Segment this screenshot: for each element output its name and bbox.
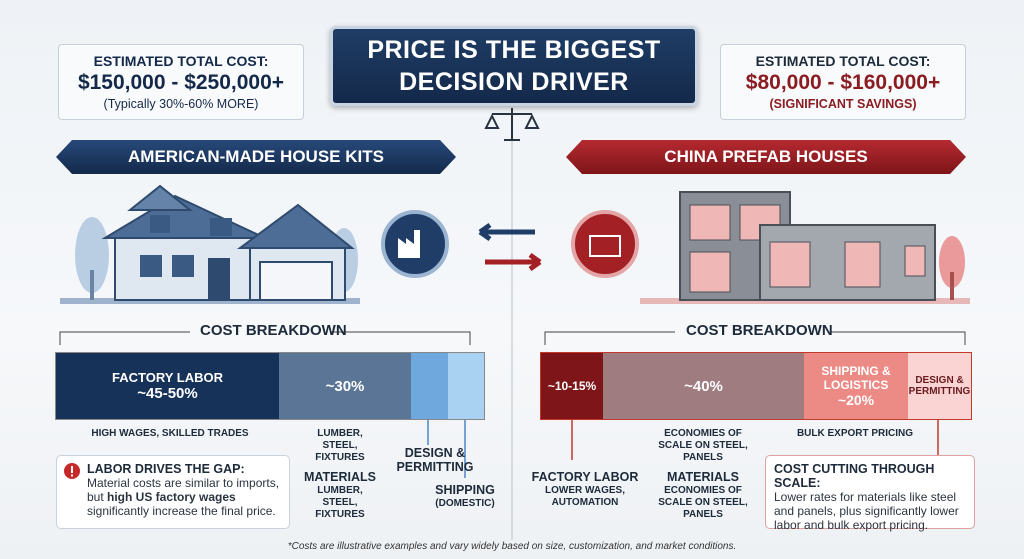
caption: ECONOMIES OF SCALE ON STEEL, PANELS: [658, 428, 748, 463]
factory-glyph: [398, 230, 420, 258]
leaders: [427, 418, 466, 478]
segment: SHIPPING & LOGISTICS ~20%: [804, 353, 908, 419]
caption: LUMBER, STEEL, FIXTURES: [315, 428, 365, 463]
caption: FACTORY LABOR: [531, 470, 639, 484]
note-box: COST CUTTING THROUGH SCALE: Lower rates …: [765, 455, 975, 532]
note-box: LABOR DRIVES THE GAP: Material costs are…: [56, 455, 290, 529]
cost-value: $150,000 - $250,000+: [77, 71, 285, 94]
cost-box: ESTIMATED TOTAL COST: $150,000 - $250,00…: [58, 44, 304, 120]
container-glyph: [589, 235, 621, 257]
segment: ~10-15%: [541, 353, 603, 419]
arrow-right: [485, 252, 542, 272]
container-icon: [571, 210, 639, 278]
segment-value: ~20%: [837, 392, 875, 408]
caption: MATERIALS: [304, 470, 376, 484]
segment-label: DESIGN & PERMITTING: [908, 375, 971, 397]
caption: ECONOMIES OF SCALE ON STEEL, PANELS: [658, 485, 748, 520]
arrow-left: [478, 222, 535, 242]
cost-note: (SIGNIFICANT SAVINGS): [769, 97, 917, 111]
segment-value: ~40%: [684, 377, 723, 395]
cost-label: ESTIMATED TOTAL COST:: [755, 53, 931, 69]
title: PRICE IS THE BIGGEST DECISION DRIVER: [330, 26, 698, 106]
caption: LUMBER, STEEL, FIXTURES: [315, 485, 365, 520]
cost-note: (Typically 30%-60% MORE): [103, 97, 259, 111]
caption: DESIGN & PERMITTING: [396, 446, 474, 474]
segment: [411, 353, 448, 419]
prefab-house: [640, 191, 970, 304]
segment-value: ~45-50%: [137, 385, 198, 402]
note-title: LABOR DRIVES THE GAP:: [87, 462, 245, 476]
note-text: Material costs are similar to imports, b…: [87, 476, 280, 504]
segment-value: ~30%: [325, 377, 365, 395]
footnote: *Costs are illustrative examples and var…: [287, 541, 737, 552]
cost-label: ESTIMATED TOTAL COST:: [93, 53, 269, 69]
caption: HIGH WAGES, SKILLED TRADES: [91, 428, 249, 439]
segment-label: FACTORY LABOR: [112, 370, 223, 385]
caption: MATERIALS: [667, 470, 739, 484]
cost-box: ESTIMATED TOTAL COST: $80,000 - $160,000…: [720, 44, 966, 120]
caption: LOWER WAGES, AUTOMATION: [545, 485, 625, 508]
caption: SHIPPING: [435, 483, 495, 497]
segment-value: ~10-15%: [547, 379, 597, 393]
segment-label: SHIPPING & LOGISTICS: [821, 364, 891, 392]
heading-banner: AMERICAN-MADE HOUSE KITS: [56, 140, 456, 174]
note-title: COST CUTTING THROUGH SCALE:: [774, 462, 935, 490]
note-emphasis: high US factory wages: [107, 490, 236, 504]
scale-icon: [484, 108, 540, 141]
leaders: [571, 418, 939, 460]
heading-banner: CHINA PREFAB HOUSES: [566, 140, 966, 174]
segment: ~30%: [279, 353, 411, 419]
segment: ~40%: [603, 353, 804, 419]
caption: (DOMESTIC): [435, 498, 495, 509]
us-house: [60, 184, 360, 304]
caption: BULK EXPORT PRICING: [796, 428, 914, 439]
bracket: [59, 331, 471, 345]
bracket: [544, 331, 966, 345]
cost-value: $80,000 - $160,000+: [745, 71, 941, 94]
segment: DESIGN & PERMITTING: [908, 353, 971, 419]
note-text: Lower rates for materials like steel and…: [774, 490, 959, 532]
alert-icon: [64, 463, 80, 479]
cost-bar: ~10-15% ~40% SHIPPING & LOGISTICS ~20% D…: [540, 352, 972, 420]
segment: [448, 353, 484, 419]
note-text: significantly increase the final price.: [87, 504, 276, 518]
segment: FACTORY LABOR ~45-50%: [56, 353, 279, 419]
breakdown-title: COST BREAKDOWN: [200, 322, 347, 339]
cost-bar: FACTORY LABOR ~45-50% ~30%: [55, 352, 485, 420]
breakdown-title: COST BREAKDOWN: [686, 322, 833, 339]
